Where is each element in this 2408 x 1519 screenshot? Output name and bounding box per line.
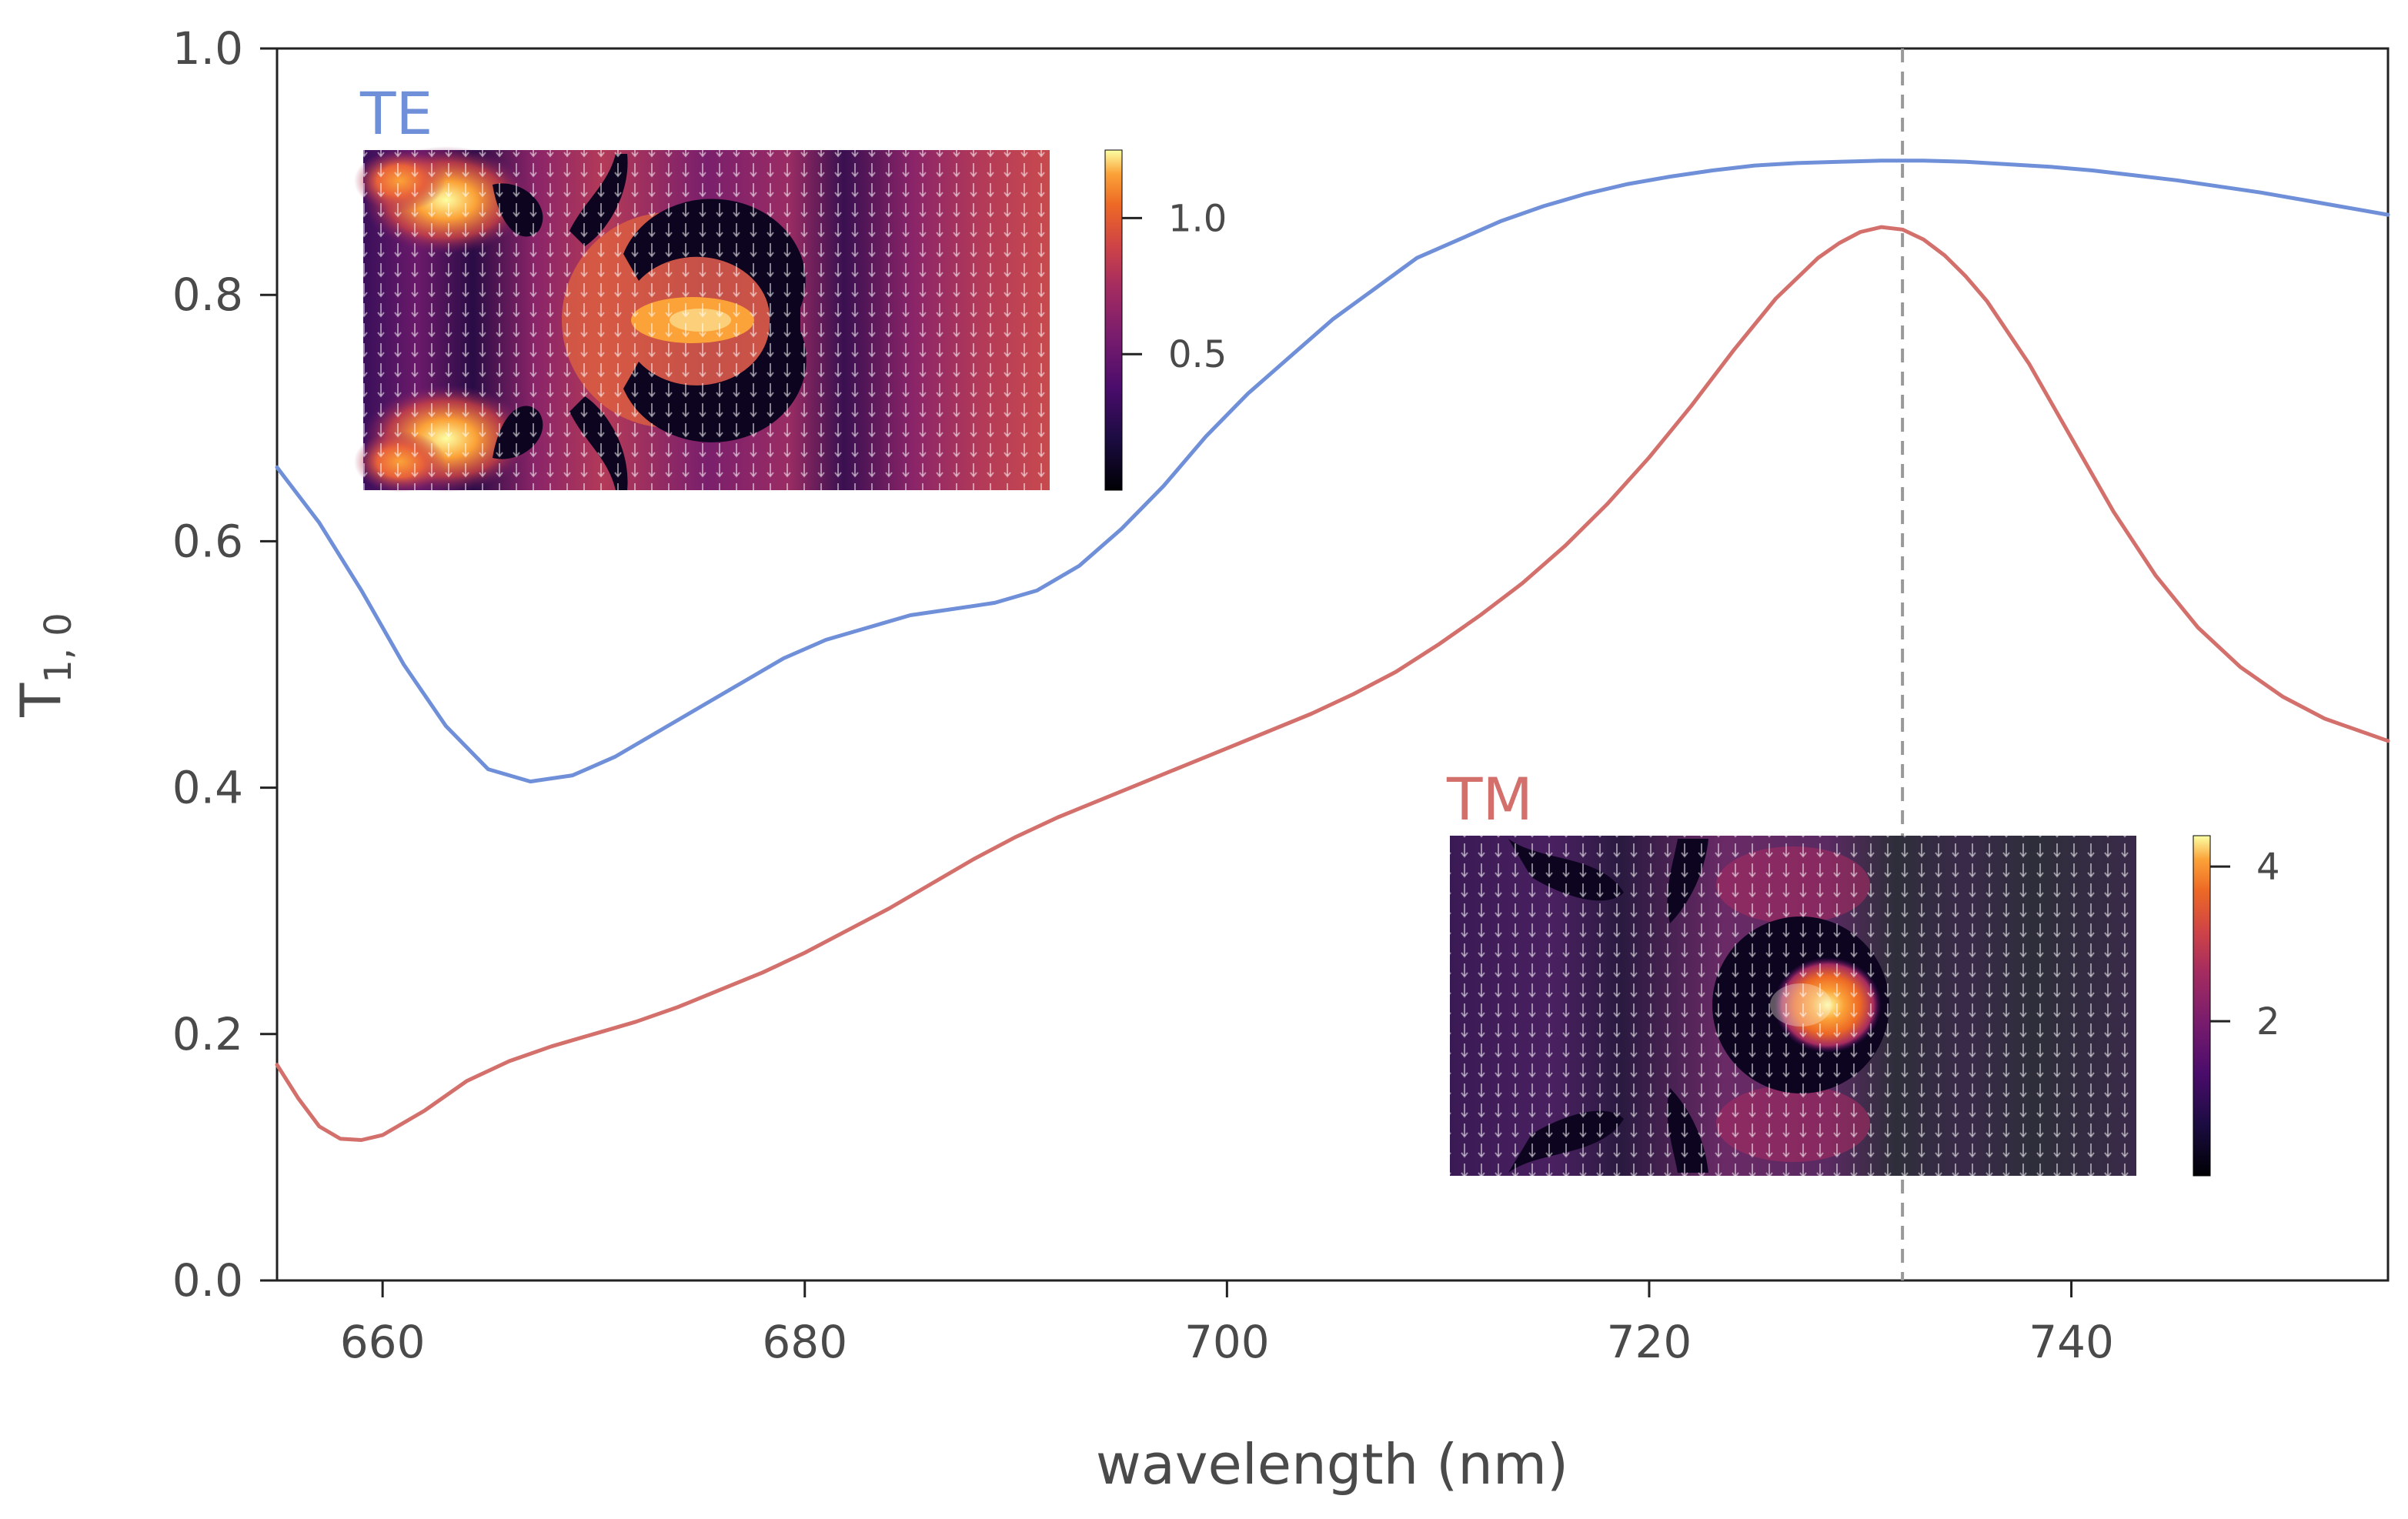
x-tick-label: 660 [340,1316,426,1368]
x-tick-label: 720 [1607,1316,1692,1368]
x-tick-label: 700 [1184,1316,1270,1368]
tm-field-inset: TM 24 [1446,765,2280,1177]
tm-colorbar-ticks: 24 [2210,846,2280,1043]
te-colorbar-ticks: 0.5 1.0 [1122,197,1227,376]
x-ticks: 660 680 700 720 740 [340,1280,2114,1368]
colorbar-tick-label: 2 [2256,1000,2280,1043]
y-tick-label: 0.4 [172,762,243,814]
y-tick-label: 1.0 [172,22,243,75]
y-axis-label-subscript: 1, 0 [37,613,80,683]
series-group [275,159,2390,1142]
colorbar-tick-label: 0.5 [1168,333,1227,376]
plot-frame [276,47,2390,1282]
te-field-inset: TE 0.5 1.0 [354,79,1227,492]
x-tick-label: 680 [762,1316,847,1368]
series-line-tm [275,225,2390,1142]
te-inset-label: TE [359,79,433,148]
te-field-map [354,146,1050,492]
y-tick-label: 0.8 [172,269,243,321]
y-tick-label: 0.6 [172,515,243,567]
te-colorbar: 0.5 1.0 [1104,149,1227,491]
y-tick-label: 0.0 [172,1254,243,1307]
axes: 660 680 700 720 740 0.0 0.2 0.4 0.6 0.8 1.0 [172,22,2390,1368]
y-ticks: 0.0 0.2 0.4 0.6 0.8 1.0 [172,22,277,1307]
y-tick-label: 0.2 [172,1008,243,1060]
tm-colorbar: 24 [2193,835,2280,1177]
colorbar-tick-label: 4 [2256,846,2280,889]
x-tick-label: 740 [2029,1316,2114,1368]
colorbar-tick-label: 1.0 [1168,197,1227,240]
y-axis-label-main: T [8,683,73,718]
x-axis-label: wavelength (nm) [1096,1432,1568,1497]
series-line-te [275,159,2390,784]
y-axis-label: T1, 0 [8,613,80,718]
tm-inset-label: TM [1446,765,1533,833]
tm-field-map [1450,836,2136,1176]
